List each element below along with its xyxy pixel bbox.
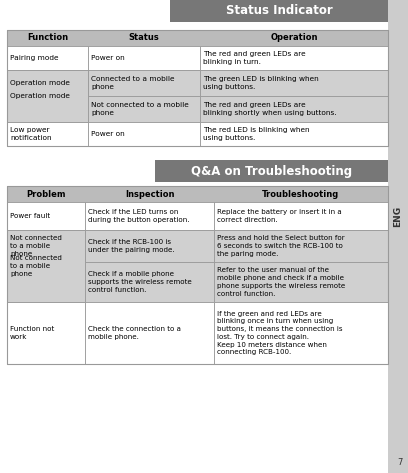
Text: Not connected
to a mobile
phone: Not connected to a mobile phone [10,255,62,277]
Bar [88,70,200,96]
Bar [7,46,88,70]
Text: Status: Status [129,34,160,43]
Bar [88,46,200,70]
Text: Low power
notification: Low power notification [10,127,52,141]
Text: Refer to the user manual of the
mobile phone and check if a mobile
phone support: Refer to the user manual of the mobile p… [217,267,345,297]
Text: Function: Function [27,34,68,43]
Bar [200,46,388,70]
Text: Problem: Problem [26,190,66,199]
Bar [7,186,388,202]
Text: ENG: ENG [393,206,403,227]
Bar [200,96,388,122]
Bar [85,302,214,364]
Text: The green LED is blinking when
using buttons.: The green LED is blinking when using but… [203,76,319,90]
Text: Q&A on Troubleshooting: Q&A on Troubleshooting [191,165,352,177]
Bar [85,262,214,302]
Bar [214,302,388,364]
Bar [214,262,388,302]
Bar [7,30,388,46]
Bar [200,70,388,96]
Text: Operation: Operation [270,34,318,43]
Text: Operation mode: Operation mode [10,93,70,99]
Text: Connected to a mobile
phone: Connected to a mobile phone [91,76,175,90]
Bar [7,186,388,364]
Text: The red and green LEDs are
blinking shortly when using buttons.: The red and green LEDs are blinking shor… [203,102,337,116]
Text: Not connected
to a mobile
phone: Not connected to a mobile phone [10,235,62,257]
Text: Replace the battery or insert it in a
correct direction.: Replace the battery or insert it in a co… [217,209,342,223]
Bar [7,70,88,96]
Bar [214,202,388,230]
Bar [7,70,88,122]
Bar [88,96,200,122]
Text: The red and green LEDs are
blinking in turn.: The red and green LEDs are blinking in t… [203,51,306,65]
Text: Power on: Power on [91,55,125,61]
Text: Check if the RCB-100 is
under the pairing mode.: Check if the RCB-100 is under the pairin… [88,239,175,253]
Text: Check the connection to a
mobile phone.: Check the connection to a mobile phone. [88,326,181,340]
Bar [85,230,214,262]
Text: The red LED is blinking when
using buttons.: The red LED is blinking when using butto… [203,127,310,141]
Bar [7,202,85,230]
Text: Not connected to a mobile
phone: Not connected to a mobile phone [91,102,189,116]
Bar [85,202,214,230]
Bar [388,0,408,473]
Text: Function not
work: Function not work [10,326,54,340]
Text: Status Indicator: Status Indicator [226,5,333,18]
Bar [7,230,85,302]
Text: Press and hold the Select button for
6 seconds to switch the RCB-100 to
the pari: Press and hold the Select button for 6 s… [217,235,345,257]
Text: Operation mode: Operation mode [10,80,70,86]
Bar [7,30,388,146]
Text: Power on: Power on [91,131,125,137]
Bar [170,0,388,22]
Text: Power fault: Power fault [10,213,50,219]
Text: Pairing mode: Pairing mode [10,55,58,61]
Text: If the green and red LEDs are
blinking once in turn when using
buttons, it means: If the green and red LEDs are blinking o… [217,311,342,355]
Bar [7,230,85,262]
Bar [155,160,388,182]
Bar [7,302,85,364]
Bar [200,122,388,146]
Bar [7,122,88,146]
Text: Inspection: Inspection [125,190,174,199]
Text: Troubleshooting: Troubleshooting [262,190,339,199]
Text: Check if a mobile phone
supports the wireless remote
control function.: Check if a mobile phone supports the wir… [88,271,192,293]
Bar [88,122,200,146]
Bar [214,230,388,262]
Text: 7: 7 [398,458,403,467]
Text: Check if the LED turns on
during the button operation.: Check if the LED turns on during the but… [88,209,189,223]
